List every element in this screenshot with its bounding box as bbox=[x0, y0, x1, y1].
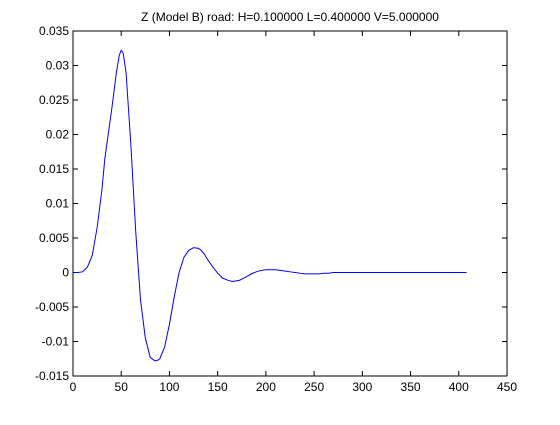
y-tick-label: 0.01 bbox=[46, 197, 70, 211]
x-tick-label: 50 bbox=[115, 380, 129, 394]
y-tick-label: 0.035 bbox=[39, 24, 69, 38]
x-tick-label: 250 bbox=[304, 380, 324, 394]
y-tick-label: -0.015 bbox=[35, 369, 69, 383]
x-tick-label: 400 bbox=[449, 380, 469, 394]
plot-area-frame bbox=[72, 30, 508, 377]
y-tick-label: 0.015 bbox=[39, 162, 69, 176]
x-tick-label: 200 bbox=[256, 380, 276, 394]
chart-title: Z (Model B) road: H=0.100000 L=0.400000 … bbox=[141, 10, 439, 24]
y-tick-label: 0.03 bbox=[46, 59, 70, 73]
y-tick-label: 0.005 bbox=[39, 231, 69, 245]
x-tick-label: 300 bbox=[352, 380, 372, 394]
x-tick-label: 100 bbox=[159, 380, 179, 394]
y-tick-label: -0.005 bbox=[35, 300, 69, 314]
x-axis-ticks: 0 50 100 150 200 250 300 350 400 450 bbox=[70, 31, 517, 394]
x-tick-label: 150 bbox=[208, 380, 228, 394]
y-tick-label: 0.025 bbox=[39, 93, 69, 107]
y-tick-label: 0.02 bbox=[46, 128, 70, 142]
x-tick-label: 450 bbox=[497, 380, 517, 394]
series-line bbox=[73, 49, 467, 362]
x-tick-label: 0 bbox=[70, 380, 77, 394]
x-tick-label: 350 bbox=[401, 380, 421, 394]
y-axis-ticks: -0.015 -0.01 -0.005 0 0.005 0.01 0.015 0.02 0.02… bbox=[35, 24, 507, 383]
y-tick-label: 0 bbox=[62, 266, 69, 280]
y-tick-label: -0.01 bbox=[42, 335, 70, 349]
